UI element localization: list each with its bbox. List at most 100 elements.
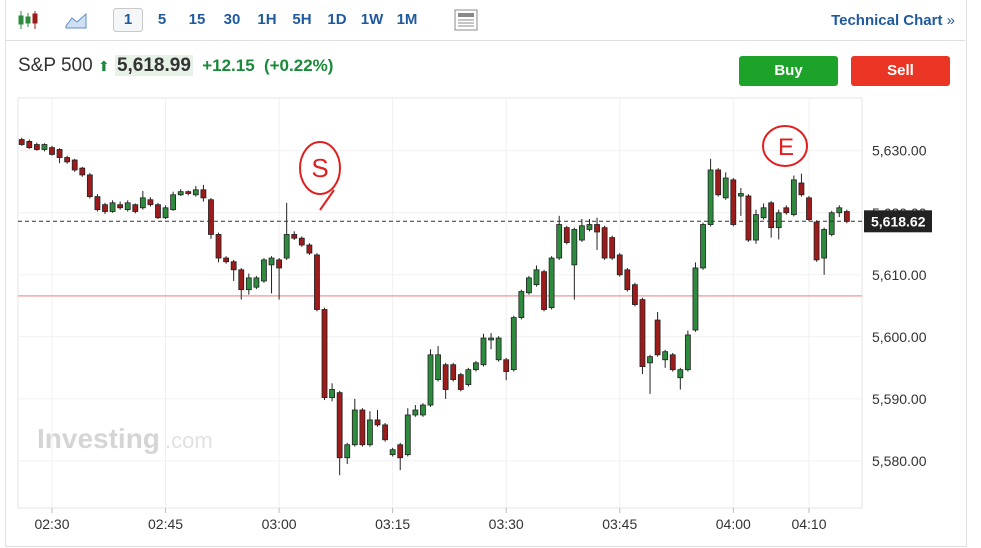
x-tick-label: 03:00 [262, 516, 297, 532]
interval-button[interactable]: 5 [157, 11, 167, 28]
y-tick-label: 5,630.00 [872, 143, 927, 159]
candle-body [828, 212, 835, 235]
interval-button[interactable]: 1 [113, 8, 143, 32]
candle-body [737, 193, 744, 197]
candle-body [86, 174, 93, 198]
y-tick-label: 5,580.00 [872, 453, 927, 469]
candle-body [397, 444, 404, 459]
plot-area [17, 97, 863, 509]
candle-body [616, 254, 623, 276]
candle-body [768, 202, 775, 229]
last-price-label: 5,618.62 [871, 213, 926, 229]
candle-body [404, 414, 411, 456]
x-tick-label: 02:45 [148, 516, 183, 532]
candle-body [117, 204, 124, 209]
candle-body [684, 334, 691, 371]
buy-button[interactable]: Buy [739, 56, 838, 86]
interval-button[interactable]: 1D [327, 11, 347, 28]
candle-body [230, 261, 237, 271]
interval-button[interactable]: 5H [292, 11, 312, 28]
candle-body [662, 351, 669, 361]
candle-body [457, 374, 464, 390]
candle-body [563, 227, 570, 243]
candle-body [268, 257, 275, 266]
candle-body [18, 139, 25, 145]
candle-body [329, 389, 335, 398]
area-icon[interactable] [64, 10, 88, 30]
candle-body [420, 404, 426, 416]
candle-body [359, 409, 366, 446]
candle-body [94, 196, 101, 211]
candle-body [639, 299, 646, 367]
candle-body [541, 271, 547, 310]
frame [5, 0, 967, 547]
y-tick-label: 5,600.00 [872, 329, 927, 345]
y-tick-label: 5,590.00 [872, 391, 927, 407]
candle-body [367, 419, 373, 446]
candle-body [647, 356, 653, 364]
news-icon[interactable] [453, 8, 479, 32]
candle-body [41, 144, 48, 150]
candle-body [503, 359, 510, 372]
candle-body [526, 277, 532, 294]
x-tick-label: 03:45 [602, 516, 637, 532]
candle-body [64, 157, 71, 163]
change-pct: (+0.22%) [263, 56, 334, 75]
candle-body [245, 277, 252, 291]
instrument: S&P 500 [18, 55, 93, 76]
candle-body [730, 179, 737, 225]
candle-body [821, 229, 828, 259]
watermark-suffix: .com [165, 428, 213, 453]
candle-body [102, 204, 108, 212]
candle-body [33, 144, 40, 150]
candle-body [722, 177, 729, 199]
interval-button[interactable]: 1W [360, 11, 384, 28]
x-tick-label: 04:10 [791, 516, 826, 532]
candle-body [427, 354, 434, 406]
candle-body [109, 202, 116, 212]
candle-body [715, 169, 722, 196]
candle-body [495, 337, 502, 361]
candle-body [806, 197, 812, 220]
candle-body [753, 214, 759, 241]
sell-button[interactable]: Sell [851, 56, 950, 86]
y-tick-label: 5,610.00 [872, 267, 927, 283]
interval-button[interactable]: 1M [396, 11, 418, 28]
interval-button[interactable]: 1H [257, 11, 277, 28]
interval-button[interactable]: 15 [188, 11, 206, 28]
candle-body [132, 204, 139, 212]
candle-body [238, 269, 245, 291]
candle-body [677, 369, 684, 379]
candle-body [192, 189, 199, 196]
technical-link[interactable]: Technical Chart » [831, 12, 955, 29]
up-arrow: ⬆ [97, 58, 110, 74]
candle-body [321, 309, 328, 398]
candle-body [669, 354, 676, 371]
candle-body [707, 169, 714, 225]
candle-body [389, 449, 396, 456]
candle-body [412, 409, 419, 416]
candle-body [344, 444, 351, 459]
candle-body [631, 284, 638, 305]
candle-body [185, 191, 192, 194]
candle-body [843, 211, 850, 222]
candle-body [579, 225, 585, 241]
interval-button[interactable]: 30 [223, 11, 241, 28]
link-arrow[interactable]: » [946, 12, 955, 29]
candle-body [170, 194, 177, 211]
candle-body [450, 364, 457, 381]
candle-body [745, 195, 752, 241]
candle-body [382, 424, 388, 441]
x-tick-label: 04:00 [716, 516, 751, 532]
candle-body [775, 212, 782, 229]
toolbar [5, 0, 965, 41]
candle-icon[interactable] [16, 8, 42, 32]
x-tick-label: 02:30 [34, 516, 69, 532]
candle-body [79, 167, 86, 176]
candle-body [124, 202, 131, 211]
x-tick-label: 03:30 [489, 516, 524, 532]
link-text[interactable]: Technical Chart [831, 12, 943, 29]
candle-body [465, 369, 472, 385]
last-price-box [864, 210, 932, 233]
